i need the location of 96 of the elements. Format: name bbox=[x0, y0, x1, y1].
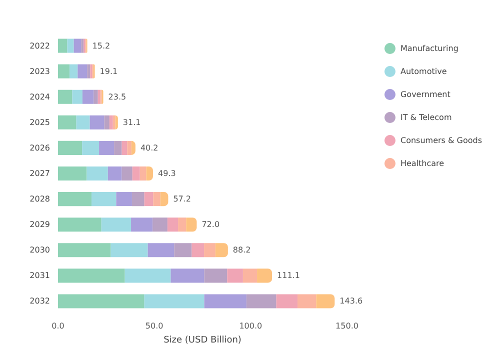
bar bbox=[109, 115, 113, 130]
x-tick-label: 50.0 bbox=[145, 322, 164, 330]
bar bbox=[81, 38, 84, 53]
bar bbox=[116, 192, 132, 206]
bar bbox=[122, 140, 128, 155]
bar bbox=[204, 268, 228, 283]
bar bbox=[127, 140, 132, 155]
bar bbox=[167, 218, 178, 232]
y-tick-label: 2025 bbox=[30, 118, 50, 127]
legend-label: Healthcare bbox=[400, 159, 444, 168]
x-tick-label: 100.0 bbox=[239, 322, 262, 330]
bar bbox=[297, 294, 316, 308]
bar bbox=[215, 243, 228, 258]
bar bbox=[276, 294, 298, 308]
bar bbox=[316, 294, 335, 308]
bar bbox=[92, 192, 116, 206]
bar bbox=[108, 166, 122, 181]
bar bbox=[58, 268, 125, 283]
y-tick-label: 2022 bbox=[30, 41, 50, 50]
y-tick-label: 2028 bbox=[30, 194, 50, 204]
bar bbox=[58, 192, 92, 206]
bar bbox=[104, 115, 110, 130]
total-label: 19.1 bbox=[100, 66, 118, 76]
total-label: 72.0 bbox=[202, 220, 220, 230]
total-label: 31.1 bbox=[122, 118, 141, 127]
y-tick-label: 2026 bbox=[30, 143, 50, 152]
bar bbox=[82, 140, 100, 155]
bar bbox=[72, 90, 82, 104]
bar bbox=[58, 115, 76, 130]
bar bbox=[86, 166, 108, 181]
bar bbox=[132, 166, 140, 181]
bar bbox=[99, 140, 114, 155]
x-tick-label: 150.0 bbox=[336, 322, 358, 330]
bar bbox=[148, 243, 174, 258]
x-axis-title: Size (USD Billion) bbox=[164, 336, 242, 346]
bar bbox=[58, 218, 102, 232]
y-tick-label: 2023 bbox=[30, 66, 50, 76]
bar bbox=[76, 115, 90, 130]
legend-label: Manufacturing bbox=[400, 44, 458, 53]
y-tick-label: 2032 bbox=[30, 296, 50, 306]
bar bbox=[67, 38, 74, 53]
bar bbox=[87, 64, 90, 78]
y-tick-label: 2027 bbox=[30, 169, 50, 178]
bar bbox=[124, 268, 171, 283]
bar bbox=[74, 38, 82, 53]
y-tick-label: 2029 bbox=[30, 220, 50, 230]
bar bbox=[110, 243, 148, 258]
bar bbox=[144, 192, 154, 206]
total-label: 143.6 bbox=[340, 296, 363, 306]
bar bbox=[58, 294, 144, 308]
bar bbox=[70, 64, 78, 78]
bar bbox=[58, 38, 68, 53]
bar bbox=[178, 218, 186, 232]
total-label: 88.2 bbox=[232, 246, 251, 255]
total-label: 57.2 bbox=[173, 194, 192, 204]
bar bbox=[58, 140, 82, 155]
legend-label: Government bbox=[400, 90, 450, 99]
bar bbox=[153, 192, 160, 206]
bar bbox=[132, 192, 144, 206]
total-label: 40.2 bbox=[140, 143, 158, 152]
y-tick-label: 2024 bbox=[30, 92, 50, 102]
bar bbox=[204, 294, 246, 308]
bar bbox=[144, 294, 204, 308]
y-tick-label: 2031 bbox=[30, 271, 50, 280]
bar bbox=[242, 268, 258, 283]
bar bbox=[58, 64, 70, 78]
bar bbox=[58, 243, 111, 258]
bar bbox=[170, 268, 204, 283]
bar bbox=[58, 90, 72, 104]
legend-label: IT & Telecom bbox=[400, 113, 452, 122]
bar bbox=[204, 243, 216, 258]
bar bbox=[140, 166, 146, 181]
bar bbox=[122, 166, 132, 181]
legend-label: Automotive bbox=[400, 67, 447, 76]
bar bbox=[101, 218, 132, 232]
total-label: 23.5 bbox=[108, 92, 126, 102]
bar bbox=[94, 90, 98, 104]
bar bbox=[246, 294, 276, 308]
bar bbox=[58, 166, 87, 181]
bar bbox=[192, 243, 204, 258]
bar bbox=[186, 218, 197, 232]
legend-label: Consumers & Goods bbox=[400, 136, 482, 145]
bar bbox=[152, 218, 168, 232]
y-tick-label: 2030 bbox=[30, 246, 50, 255]
total-label: 15.2 bbox=[92, 41, 110, 50]
bar bbox=[174, 243, 192, 258]
bar bbox=[131, 218, 153, 232]
bar bbox=[90, 115, 104, 130]
bar bbox=[114, 140, 122, 155]
bar bbox=[82, 90, 94, 104]
bar bbox=[257, 268, 272, 283]
bar bbox=[78, 64, 88, 78]
total-label: 111.1 bbox=[277, 271, 300, 280]
total-label: 49.3 bbox=[158, 169, 176, 178]
bar bbox=[227, 268, 243, 283]
x-tick-label: 0.0 bbox=[52, 322, 64, 330]
